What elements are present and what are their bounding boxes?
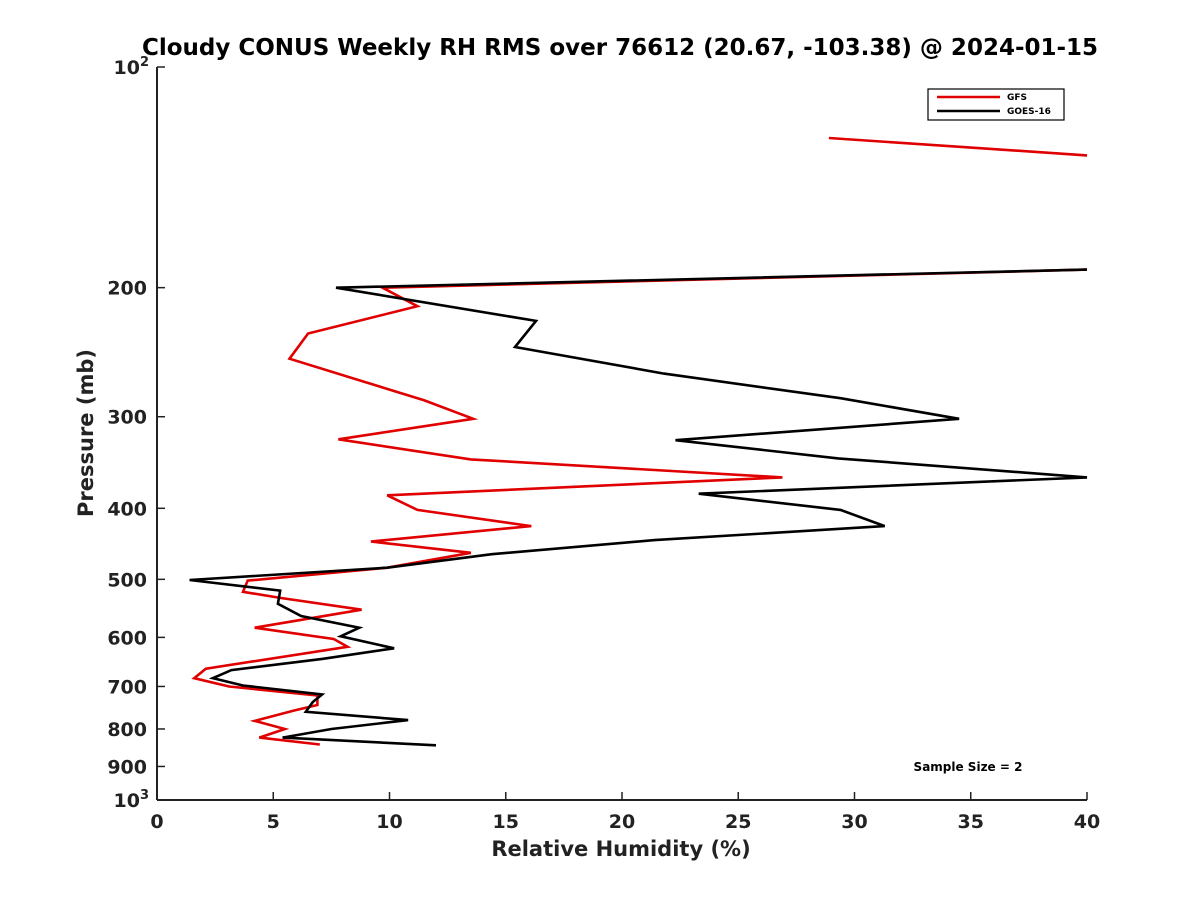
x-axis-label: Relative Humidity (%) <box>491 837 750 861</box>
x-tick-label: 30 <box>841 811 867 833</box>
y-tick-label: 102 <box>114 55 150 79</box>
x-tick-label: 10 <box>376 811 402 833</box>
x-tick-label: 35 <box>958 811 984 833</box>
x-tick-label: 15 <box>493 811 519 833</box>
y-tick-label: 400 <box>107 498 147 520</box>
x-ticks: 0 5 10 15 20 25 30 35 40 <box>150 792 1100 833</box>
y-tick-label: 800 <box>107 719 147 741</box>
y-tick-label: 600 <box>107 627 147 649</box>
series-line-gfs-0 <box>828 136 1088 157</box>
series-layer <box>189 136 1088 747</box>
x-tick-label: 40 <box>1074 811 1100 833</box>
y-tick-label: 300 <box>107 407 147 429</box>
legend-label-gfs: GFS <box>1007 93 1027 103</box>
legend-label-goes16: GOES-16 <box>1007 107 1051 117</box>
x-tick-label: 25 <box>725 811 751 833</box>
series-line-goes16-0 <box>189 268 1088 747</box>
sample-size-annotation: Sample Size = 2 <box>914 760 1023 774</box>
series-line-gfs-1 <box>191 268 1088 746</box>
legend-box <box>927 88 1065 121</box>
x-tick-label: 20 <box>609 811 635 833</box>
legend[interactable]: GFS GOES-16 <box>927 88 1065 121</box>
y-tick-label: 900 <box>107 756 147 778</box>
y-tick-label: 200 <box>107 278 147 300</box>
y-axis-label: Pressure (mb) <box>74 349 98 517</box>
chart-title: Cloudy CONUS Weekly RH RMS over 76612 (2… <box>142 35 1098 61</box>
axes-frame <box>156 67 1087 801</box>
x-tick-label: 5 <box>267 811 280 833</box>
y-tick-label: 103 <box>114 788 150 812</box>
y-tick-label: 500 <box>107 569 147 591</box>
x-tick-label: 0 <box>150 811 163 833</box>
y-ticks: 102 200 300 400 500 600 700 800 900 103 <box>107 55 165 812</box>
y-tick-label: 700 <box>107 676 147 698</box>
